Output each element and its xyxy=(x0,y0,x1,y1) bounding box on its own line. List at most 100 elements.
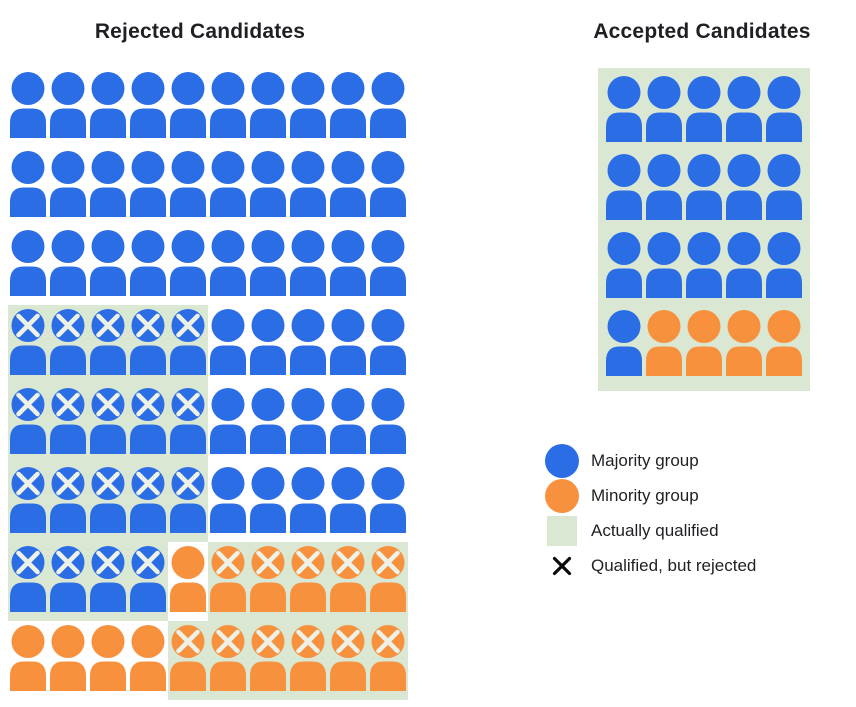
majority-person-qualified-x xyxy=(48,463,88,542)
person-icon xyxy=(330,625,366,691)
legend-item-majority: Majority group xyxy=(545,444,756,478)
person-icon xyxy=(370,388,406,454)
majority-person-qualified-x xyxy=(128,542,168,621)
person-icon xyxy=(170,230,206,296)
majority-person xyxy=(48,68,88,147)
minority-person-qualified-x xyxy=(208,621,248,700)
person-icon xyxy=(766,154,802,220)
blue-circle-swatch xyxy=(545,444,579,478)
majority-person xyxy=(168,226,208,305)
person-icon xyxy=(726,76,762,142)
person-icon xyxy=(330,309,366,375)
majority-person-qualified-x xyxy=(88,542,128,621)
minority-person-qualified-x xyxy=(288,542,328,621)
person-icon xyxy=(210,625,246,691)
person-icon xyxy=(686,310,722,376)
orange-circle-icon xyxy=(545,479,579,513)
majority-person xyxy=(8,68,48,147)
person-icon xyxy=(686,76,722,142)
person-icon xyxy=(50,309,86,375)
person-icon xyxy=(10,625,46,691)
rejected-candidates-title: Rejected Candidates xyxy=(94,20,306,43)
majority-person-qualified xyxy=(644,72,684,150)
minority-person-qualified-x xyxy=(328,621,368,700)
legend-item-minority: Minority group xyxy=(545,479,756,513)
person-icon xyxy=(130,309,166,375)
minority-person-qualified-x xyxy=(168,621,208,700)
majority-person xyxy=(88,68,128,147)
person-icon xyxy=(646,154,682,220)
person-icon xyxy=(370,151,406,217)
person-icon xyxy=(330,72,366,138)
person-icon xyxy=(290,467,326,533)
majority-person xyxy=(8,226,48,305)
person-icon xyxy=(290,230,326,296)
person-icon xyxy=(50,230,86,296)
person-icon xyxy=(130,72,166,138)
minority-person-qualified xyxy=(684,306,724,384)
majority-person-qualified xyxy=(604,150,644,228)
minority-person-qualified-x xyxy=(208,542,248,621)
person-icon xyxy=(250,388,286,454)
majority-person-qualified xyxy=(764,72,804,150)
person-icon xyxy=(170,72,206,138)
person-icon xyxy=(646,310,682,376)
accepted-candidates-grid xyxy=(598,68,810,391)
majority-person-qualified-x xyxy=(8,305,48,384)
person-icon xyxy=(210,72,246,138)
legend-item-actually-qualified: Actually qualified xyxy=(545,514,756,548)
person-icon xyxy=(370,309,406,375)
person-icon xyxy=(130,388,166,454)
person-icon xyxy=(90,72,126,138)
person-icon xyxy=(170,388,206,454)
majority-person-qualified xyxy=(604,228,644,306)
green-square-swatch xyxy=(545,514,579,548)
person-icon xyxy=(370,546,406,612)
majority-person xyxy=(328,226,368,305)
majority-person xyxy=(208,147,248,226)
person-icon xyxy=(210,467,246,533)
person-icon xyxy=(646,232,682,298)
minority-person-qualified xyxy=(724,306,764,384)
person-icon xyxy=(370,72,406,138)
person-icon xyxy=(10,230,46,296)
majority-person-qualified xyxy=(684,72,724,150)
person-icon xyxy=(10,467,46,533)
person-icon xyxy=(90,230,126,296)
majority-person xyxy=(48,226,88,305)
x-mark-icon xyxy=(552,556,572,576)
person-icon xyxy=(50,625,86,691)
majority-person xyxy=(208,384,248,463)
person-icon xyxy=(170,625,206,691)
person-icon xyxy=(646,76,682,142)
majority-person xyxy=(368,463,408,542)
majority-person xyxy=(368,384,408,463)
majority-person-qualified xyxy=(764,228,804,306)
majority-person-qualified xyxy=(724,150,764,228)
person-icon xyxy=(210,388,246,454)
person-icon xyxy=(290,546,326,612)
majority-person xyxy=(288,463,328,542)
majority-person xyxy=(168,68,208,147)
person-icon xyxy=(370,230,406,296)
person-icon xyxy=(250,151,286,217)
majority-person xyxy=(248,463,288,542)
minority-person-qualified xyxy=(764,306,804,384)
orange-circle-swatch xyxy=(545,479,579,513)
majority-person-qualified xyxy=(684,150,724,228)
minority-person-qualified xyxy=(644,306,684,384)
majority-person xyxy=(208,463,248,542)
majority-person xyxy=(248,147,288,226)
majority-person-qualified-x xyxy=(128,384,168,463)
majority-person xyxy=(368,147,408,226)
majority-person xyxy=(208,226,248,305)
majority-person-qualified xyxy=(644,228,684,306)
person-icon xyxy=(726,232,762,298)
person-icon xyxy=(606,232,642,298)
legend: Majority group Minority group Actually qua… xyxy=(545,444,756,583)
majority-person xyxy=(288,68,328,147)
person-icon xyxy=(726,154,762,220)
legend-label: Qualified, but rejected xyxy=(591,556,757,575)
person-icon xyxy=(370,625,406,691)
